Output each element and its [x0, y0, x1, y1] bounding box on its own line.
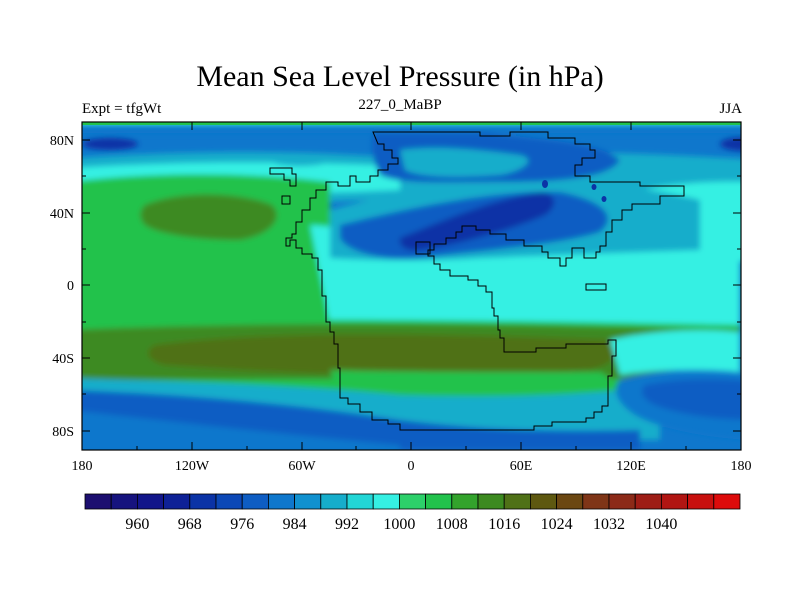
- colorbar-swatch: [215, 493, 243, 510]
- coastlines: [269, 131, 685, 431]
- lon-ticks: [136, 122, 687, 450]
- colorbar-swatch: [477, 493, 505, 510]
- colorbar-swatch: [189, 493, 217, 510]
- colorbar-swatch: [556, 493, 584, 510]
- colorbar-swatch: [661, 493, 689, 510]
- lon-tick-labels: 180 120W 60W 0 60E 120E 180: [72, 459, 752, 474]
- colorbar-swatch: [608, 493, 636, 510]
- colorbar-swatch: [634, 493, 662, 510]
- colorbar-swatch: [398, 493, 426, 510]
- colorbar-label: 1000: [383, 516, 415, 533]
- lon-label: 0: [408, 459, 415, 474]
- experiment-label: Expt = tfgWt: [82, 101, 162, 117]
- lon-label: 180: [731, 459, 752, 474]
- colorbar-swatch: [530, 493, 558, 510]
- colorbar-swatch: [425, 493, 453, 510]
- colorbar-label: 960: [125, 516, 149, 533]
- island: [585, 283, 607, 291]
- colorbar-label: 1024: [541, 516, 573, 533]
- lat-label: 40S: [52, 352, 74, 367]
- colorbar-swatch: [687, 493, 715, 510]
- season-label: JJA: [719, 101, 742, 117]
- colorbar-swatch: [372, 493, 400, 510]
- lat-ticks: [82, 139, 741, 432]
- colorbar-label: 976: [230, 516, 254, 533]
- colorbar-swatch: [294, 493, 322, 510]
- colorbar-label: 1016: [488, 516, 520, 533]
- lon-label: 180: [72, 459, 93, 474]
- colorbar-swatch: [163, 493, 191, 510]
- lon-label: 60E: [510, 459, 533, 474]
- colorbar-swatch: [713, 493, 741, 510]
- lat-label: 40N: [50, 207, 74, 222]
- colorbar-swatch: [110, 493, 138, 510]
- timeslice-label: 227_0_MaBP: [358, 97, 442, 113]
- colorbar-label: 1032: [593, 516, 625, 533]
- colorbar-swatch: [320, 493, 348, 510]
- lat-label: 0: [67, 279, 74, 294]
- colorbar-swatch: [241, 493, 269, 510]
- colorbar-label: 968: [178, 516, 202, 533]
- lat-label: 80S: [52, 425, 74, 440]
- low-cell: [601, 196, 607, 202]
- colorbar-label: 1008: [436, 516, 468, 533]
- colorbar-swatch: [136, 493, 164, 510]
- colorbar-label: 984: [283, 516, 307, 533]
- colorbar-swatch: [582, 493, 610, 510]
- cathaysia-island: [269, 167, 297, 187]
- colorbar-swatch: [267, 493, 295, 510]
- colorbar-swatch: [451, 493, 479, 510]
- colorbar-label: 1040: [645, 516, 677, 533]
- colorbar-swatch: [84, 493, 112, 510]
- colorbar-labels: 960 968 976 984 992 1000 1008 1016 1024 1032 1040: [125, 516, 677, 533]
- lon-label: 60W: [288, 459, 316, 474]
- pangea-coastline: [285, 131, 685, 431]
- low-cell: [542, 180, 548, 188]
- colorbar-swatch: [503, 493, 531, 510]
- low-cell: [591, 184, 597, 190]
- lat-label: 80N: [50, 134, 74, 149]
- chart-title: Mean Sea Level Pressure (in hPa): [196, 60, 604, 93]
- colorbar-label: 992: [335, 516, 359, 533]
- colorbar-swatch: [346, 493, 374, 510]
- lon-label: 120E: [616, 459, 646, 474]
- pressure-field: [82, 122, 741, 450]
- gulf-coast: [415, 241, 431, 255]
- lon-label: 120W: [175, 459, 210, 474]
- lat-tick-labels: 80N 40N 0 40S 80S: [50, 134, 74, 440]
- colorbar: [84, 493, 741, 510]
- island: [281, 195, 291, 205]
